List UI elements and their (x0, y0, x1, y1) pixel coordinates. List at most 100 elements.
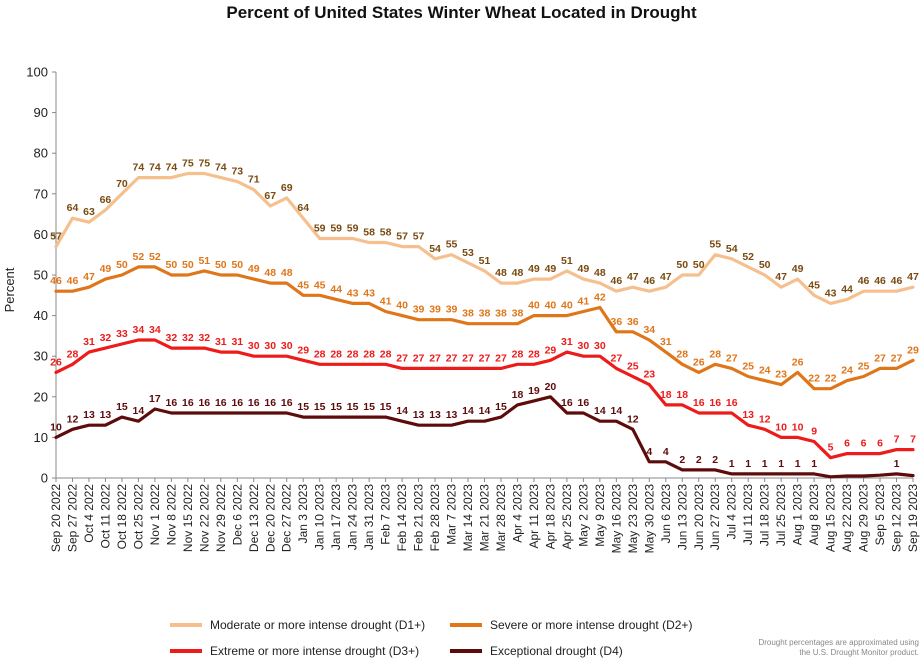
data-label: 7 (894, 434, 900, 446)
data-label: 46 (67, 275, 79, 287)
x-tick-label: May 9 2023 (593, 484, 607, 547)
data-label: 44 (841, 283, 853, 295)
data-label: 7 (910, 434, 916, 446)
data-label: 39 (413, 304, 425, 316)
data-label: 49 (578, 263, 590, 275)
data-label: 47 (775, 271, 787, 283)
data-label: 20 (545, 381, 557, 393)
data-label: 50 (182, 259, 194, 271)
data-label: 16 (182, 397, 194, 409)
data-label: 48 (281, 267, 293, 279)
data-label: 59 (347, 222, 359, 234)
x-tick-label: Sep 5 2023 (873, 484, 887, 546)
data-label: 6 (844, 438, 850, 450)
x-tick-label: Sep 19 2023 (906, 484, 920, 552)
x-tick-label: Apr 18 2023 (543, 484, 557, 550)
data-label: 67 (264, 190, 276, 202)
data-label: 13 (742, 409, 754, 421)
x-tick-label: Jun 6 2023 (659, 484, 673, 544)
data-label: 4 (646, 446, 652, 458)
data-label: 64 (297, 202, 309, 214)
data-label: 6 (861, 438, 867, 450)
data-label: 9 (811, 425, 817, 437)
data-label: 71 (248, 174, 260, 186)
legend-swatch (450, 649, 482, 653)
data-label: 49 (545, 263, 557, 275)
data-label: 2 (696, 454, 702, 466)
data-label: 14 (396, 405, 408, 417)
data-label: 16 (709, 397, 721, 409)
data-label: 28 (347, 348, 359, 360)
data-label: 13 (413, 409, 425, 421)
x-tick-label: Oct 25 2022 (131, 484, 145, 550)
data-label: 52 (742, 251, 754, 263)
data-label: 28 (363, 348, 375, 360)
data-label: 48 (495, 267, 507, 279)
x-tick-label: Feb 7 2023 (379, 484, 393, 545)
data-label: 26 (792, 356, 804, 368)
data-label: 15 (330, 401, 342, 413)
x-tick-label: Jul 4 2023 (725, 484, 739, 540)
data-label: 13 (100, 409, 112, 421)
data-label: 34 (149, 324, 161, 336)
data-label: 50 (215, 259, 227, 271)
y-tick-label: 40 (34, 308, 48, 323)
y-tick-label: 80 (34, 146, 48, 161)
data-label: 30 (578, 340, 590, 352)
data-label: 75 (198, 158, 210, 170)
x-tick-label: Dec 13 2022 (247, 484, 261, 552)
data-label: 50 (676, 259, 688, 271)
data-label: 27 (495, 352, 507, 364)
data-label: 46 (874, 275, 886, 287)
data-label: 19 (528, 385, 540, 397)
data-label: 57 (413, 231, 425, 243)
y-tick-label: 10 (34, 430, 48, 445)
x-tick-label: Mar 7 2023 (445, 484, 459, 545)
data-label: 10 (792, 421, 804, 433)
data-label: 39 (446, 304, 458, 316)
x-tick-label: Nov 1 2022 (148, 484, 162, 546)
data-label: 45 (314, 279, 326, 291)
y-tick-label: 100 (26, 65, 48, 80)
x-tick-label: Jul 18 2023 (758, 484, 772, 546)
y-axis-label: Percent (2, 267, 17, 312)
data-label: 24 (759, 365, 771, 377)
data-label: 28 (67, 348, 79, 360)
footnote: Drought percentages are approximated usi… (758, 638, 919, 657)
data-label: 12 (627, 413, 639, 425)
data-label: 26 (50, 356, 62, 368)
data-label: 42 (594, 291, 606, 303)
x-tick-label: May 2 2023 (576, 484, 590, 547)
data-label: 5 (828, 442, 834, 454)
legend: Moderate or more intense drought (D1+) S… (170, 618, 730, 668)
data-label: 63 (83, 206, 95, 218)
legend-label: Exceptional drought (D4) (490, 644, 623, 658)
data-label: 46 (611, 275, 623, 287)
data-label: 36 (611, 316, 623, 328)
data-label: 47 (627, 271, 639, 283)
data-label: 18 (676, 389, 688, 401)
data-label: 47 (660, 271, 672, 283)
chart-axes: 0 10 20 30 40 50 60 70 80 90 100 Sep 20 2022 Sep 27 … (26, 65, 920, 554)
data-label: 48 (264, 267, 276, 279)
data-label: 74 (133, 162, 145, 174)
data-label: 50 (166, 259, 178, 271)
data-label: 23 (643, 369, 655, 381)
data-label: 28 (512, 348, 524, 360)
data-label: 14 (462, 405, 474, 417)
data-label: 52 (133, 251, 145, 263)
data-label: 40 (528, 300, 540, 312)
x-tick-label: Aug 29 2023 (857, 484, 871, 552)
x-tick-label: Jan 17 2023 (329, 484, 343, 550)
data-label: 49 (792, 263, 804, 275)
data-label: 55 (709, 239, 721, 251)
data-label: 1 (894, 458, 900, 470)
series-line-4 (54, 395, 915, 479)
series-lines (54, 171, 915, 479)
data-label: 16 (693, 397, 705, 409)
legend-item-d1: Moderate or more intense drought (D1+) (170, 618, 425, 632)
data-label: 32 (182, 332, 194, 344)
data-label: 13 (83, 409, 95, 421)
x-tick-label: Apr 25 2023 (560, 484, 574, 550)
x-tick-label: Aug 22 2023 (840, 484, 854, 552)
